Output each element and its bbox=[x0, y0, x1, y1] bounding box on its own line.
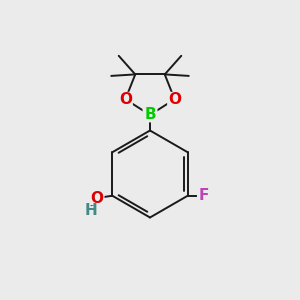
Text: O: O bbox=[119, 92, 132, 107]
FancyBboxPatch shape bbox=[197, 188, 212, 203]
Text: H: H bbox=[85, 203, 98, 218]
Text: B: B bbox=[144, 107, 156, 122]
Text: O: O bbox=[168, 92, 181, 107]
Text: O: O bbox=[90, 191, 103, 206]
Text: F: F bbox=[199, 188, 209, 203]
FancyBboxPatch shape bbox=[142, 107, 158, 122]
FancyBboxPatch shape bbox=[89, 191, 104, 205]
FancyBboxPatch shape bbox=[118, 92, 133, 107]
FancyBboxPatch shape bbox=[167, 92, 182, 107]
